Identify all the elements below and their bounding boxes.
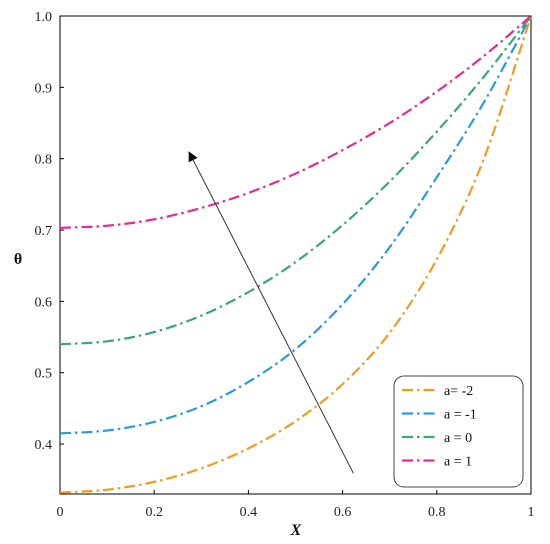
x-tick-label: 0.2 [145, 505, 163, 520]
x-axis-ticks: 0 0.2 0.4 0.6 0.8 1 [57, 490, 535, 520]
legend-label: a= -2 [444, 384, 473, 399]
legend-label: a = -1 [444, 408, 477, 423]
series-line [59, 15, 533, 494]
trend-arrow [188, 151, 354, 474]
y-axis-ticks: 0.4 0.5 0.6 0.7 0.8 0.9 1.0 [35, 10, 64, 453]
series-lines [59, 15, 533, 494]
y-tick-label: 0.4 [35, 438, 53, 453]
y-tick-label: 0.8 [35, 153, 53, 168]
series-line [59, 15, 532, 435]
y-axis-title: θ [14, 251, 22, 268]
x-tick-label: 0.6 [334, 505, 352, 520]
y-tick-label: 0.5 [35, 367, 53, 382]
y-tick-label: 1.0 [35, 10, 53, 25]
x-tick-label: 0.8 [428, 505, 446, 520]
x-tick-label: 0.4 [240, 505, 258, 520]
annotation-arrow-group [188, 151, 354, 474]
x-tick-label: 0 [57, 505, 64, 520]
series-line [59, 15, 532, 346]
series-line [59, 15, 532, 229]
legend-items: a= -2 a = -1 a = 0 a = 1 [402, 384, 477, 470]
legend: a= -2 a = -1 a = 0 a = 1 [393, 375, 524, 488]
plot-area-frame [59, 15, 532, 495]
x-tick-label: 1 [528, 505, 535, 520]
legend-label: a = 1 [444, 455, 472, 470]
y-tick-label: 0.7 [35, 224, 53, 239]
y-tick-label: 0.6 [35, 295, 53, 310]
y-tick-label: 0.9 [35, 81, 53, 96]
x-axis-title: X [290, 522, 302, 539]
legend-label: a = 0 [444, 431, 472, 446]
legend-box [393, 375, 524, 488]
